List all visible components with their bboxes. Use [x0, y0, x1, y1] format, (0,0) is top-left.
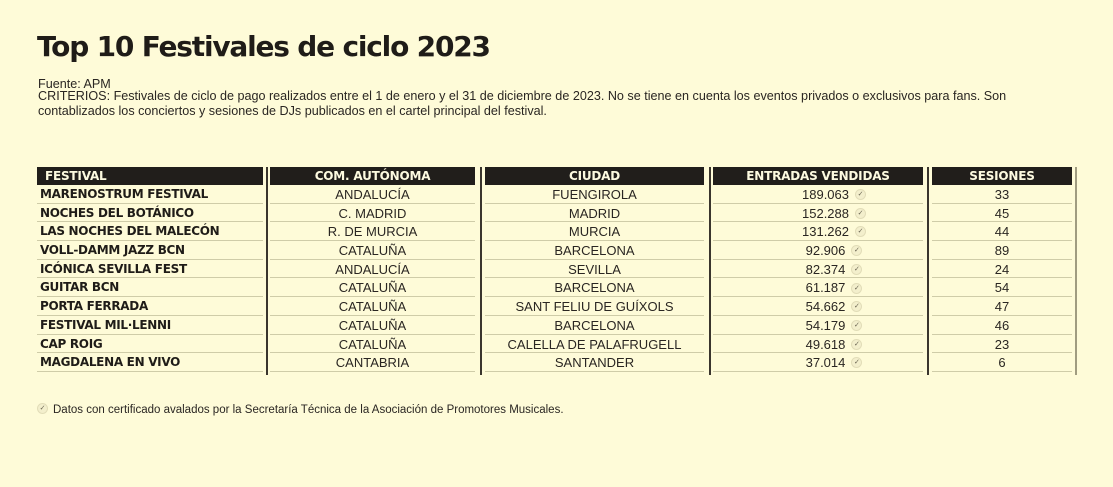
column-divider [709, 167, 711, 375]
cell-sessions: 47 [932, 297, 1072, 316]
cell-city: SANTANDER [485, 353, 704, 372]
cell-tickets: 189.063 ✓ [713, 185, 923, 204]
cell-tickets: 131.262 ✓ [713, 222, 923, 242]
certified-check-icon: ✓ [855, 226, 866, 238]
header-region: COM. AUTÓNOMA [270, 167, 475, 185]
certified-check-icon: ✓ [851, 245, 863, 257]
certified-check-icon: ✓ [851, 338, 863, 350]
column-sessions: SESIONES 33 45 44 89 24 54 47 46 23 6 [932, 167, 1072, 372]
cell-festival: MARENOSTRUM FESTIVAL [37, 185, 263, 204]
cell-sessions: 23 [932, 335, 1072, 354]
tickets-value: 54.662 [805, 299, 846, 315]
column-tickets: ENTRADAS VENDIDAS 189.063 ✓ 152.288 ✓ 131.… [713, 167, 923, 372]
tickets-value: 131.262 [802, 224, 849, 240]
cell-sessions: 54 [932, 278, 1072, 298]
header-tickets: ENTRADAS VENDIDAS [713, 167, 923, 185]
column-city: CIUDAD FUENGIROLA MADRID MURCIA BARCELON… [485, 167, 704, 372]
criteria-note: CRITERIOS: Festivales de ciclo de pago r… [38, 89, 1007, 118]
tickets-value: 49.618 [805, 336, 846, 352]
cell-region: R. DE MURCIA [270, 222, 475, 242]
cell-festival: NOCHES DEL BOTÁNICO [37, 204, 263, 223]
cell-city: MADRID [485, 204, 704, 223]
cell-tickets: 54.179 ✓ [713, 316, 923, 335]
cell-tickets: 54.662 ✓ [713, 297, 923, 316]
cell-tickets: 37.014 ✓ [713, 353, 923, 372]
cell-city: CALELLA DE PALAFRUGELL [485, 335, 704, 354]
column-divider [266, 167, 268, 375]
column-festival: FESTIVAL MARENOSTRUM FESTIVAL NOCHES DEL… [37, 167, 263, 372]
header-city: CIUDAD [485, 167, 704, 185]
cell-festival: FESTIVAL MIL·LENNI [37, 316, 263, 335]
header-festival: FESTIVAL [37, 167, 263, 185]
certified-check-icon: ✓ [851, 357, 863, 369]
cell-tickets: 49.618 ✓ [713, 335, 923, 354]
cell-sessions: 44 [932, 222, 1072, 242]
certified-check-icon: ✓ [855, 189, 866, 201]
cell-region: C. MADRID [270, 204, 475, 223]
cell-city: BARCELONA [485, 241, 704, 260]
cell-city: FUENGIROLA [485, 185, 704, 204]
tickets-value: 189.063 [802, 187, 849, 202]
cell-city: SANT FELIU DE GUÍXOLS [485, 297, 704, 316]
tickets-value: 61.187 [805, 280, 846, 296]
tickets-value: 82.374 [805, 261, 846, 277]
cell-sessions: 89 [932, 241, 1072, 260]
header-sessions: SESIONES [932, 167, 1072, 185]
cell-city: MURCIA [485, 222, 704, 242]
cell-city: BARCELONA [485, 278, 704, 298]
cell-tickets: 152.288 ✓ [713, 204, 923, 223]
cell-region: CATALUÑA [270, 241, 475, 260]
column-divider [927, 167, 929, 375]
cell-festival: PORTA FERRADA [37, 297, 263, 316]
tickets-value: 37.014 [805, 355, 846, 371]
column-region: COM. AUTÓNOMA ANDALUCÍA C. MADRID R. DE … [270, 167, 475, 372]
tickets-value: 54.179 [805, 317, 846, 333]
footnote-text: Datos con certificado avalados por la Se… [53, 404, 564, 416]
cell-tickets: 82.374 ✓ [713, 260, 923, 279]
cell-region: CATALUÑA [270, 316, 475, 335]
certified-check-icon: ✓ [855, 207, 866, 219]
column-divider [480, 167, 482, 375]
cell-festival: ICÓNICA SEVILLA FEST [37, 260, 263, 279]
cell-region: CATALUÑA [270, 297, 475, 316]
cell-festival: MAGDALENA EN VIVO [37, 353, 263, 372]
cell-festival: CAP ROIG [37, 335, 263, 354]
cell-region: ANDALUCÍA [270, 260, 475, 279]
cell-region: ANDALUCÍA [270, 185, 475, 204]
page-title: Top 10 Festivales de ciclo 2023 [37, 30, 491, 63]
certified-check-icon: ✓ [851, 263, 863, 275]
tickets-value: 92.906 [805, 243, 846, 259]
cell-tickets: 61.187 ✓ [713, 278, 923, 298]
cell-festival: VOLL-DAMM JAZZ BCN [37, 241, 263, 260]
cell-sessions: 6 [932, 353, 1072, 372]
cell-city: BARCELONA [485, 316, 704, 335]
tickets-value: 152.288 [802, 205, 849, 221]
certified-check-icon: ✓ [851, 301, 863, 313]
cell-region: CATALUÑA [270, 278, 475, 298]
source-note: Fuente: APM [38, 77, 111, 91]
certified-check-icon: ✓ [851, 282, 863, 294]
check-circle-icon: ✓ [37, 403, 48, 415]
cell-festival: LAS NOCHES DEL MALECÓN [37, 222, 263, 242]
column-divider [1075, 167, 1077, 375]
cell-sessions: 45 [932, 204, 1072, 223]
cell-city: SEVILLA [485, 260, 704, 279]
cell-tickets: 92.906 ✓ [713, 241, 923, 260]
cell-region: CANTABRIA [270, 353, 475, 372]
cell-sessions: 46 [932, 316, 1072, 335]
certified-check-icon: ✓ [851, 319, 863, 331]
cell-region: CATALUÑA [270, 335, 475, 354]
cell-festival: GUITAR BCN [37, 278, 263, 298]
footnote: ✓ Datos con certificado avalados por la S… [37, 403, 564, 416]
cell-sessions: 24 [932, 260, 1072, 279]
cell-sessions: 33 [932, 185, 1072, 204]
